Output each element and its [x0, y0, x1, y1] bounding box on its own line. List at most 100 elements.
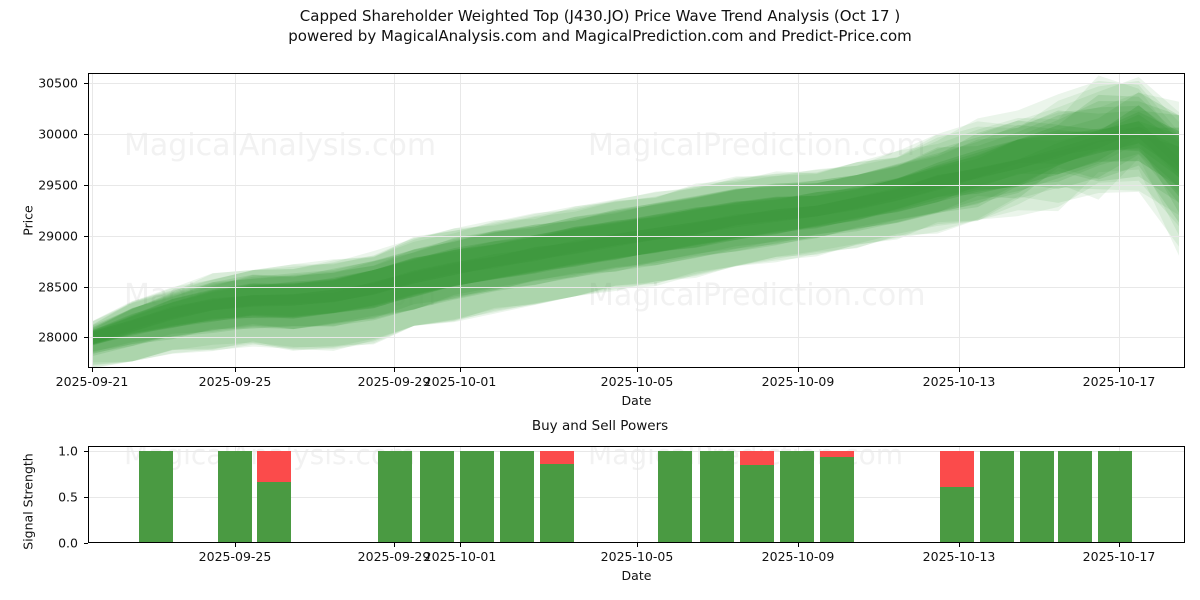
signal-bar[interactable]: [780, 446, 814, 543]
signal-bar[interactable]: [820, 446, 854, 543]
signal-bar[interactable]: [378, 446, 412, 543]
x-tick-label: 2025-10-01: [423, 549, 497, 564]
x-tick-mark: [637, 543, 638, 547]
price-wave-bands: [92, 75, 1179, 368]
buy-power-segment: [1020, 450, 1054, 543]
x-tick-label: 2025-10-17: [1082, 374, 1156, 389]
x-tick-mark: [959, 368, 960, 372]
signal-bar[interactable]: [460, 446, 494, 543]
x-tick-label: 2025-10-09: [761, 549, 835, 564]
x-tick-label: 2025-10-13: [922, 549, 996, 564]
signal-bar[interactable]: [740, 446, 774, 543]
signal-bar[interactable]: [139, 446, 173, 543]
wave-band-mid-3: [92, 105, 1179, 354]
y-tick-mark: [84, 543, 88, 544]
buy-power-segment: [218, 450, 252, 543]
sell-power-segment: [820, 450, 854, 458]
signal-bar[interactable]: [420, 446, 454, 543]
wave-trend-ribbon-1: [92, 121, 1179, 345]
powers-chart-xlabel: Date: [621, 568, 652, 583]
signal-bar[interactable]: [980, 446, 1014, 543]
wave-band-mid-0: [92, 92, 1179, 357]
x-tick-mark: [1119, 543, 1120, 547]
price-wave-panel: MagicalAnalysis.com MagicalPrediction.co…: [38, 73, 1185, 389]
sell-power-segment: [940, 450, 974, 487]
buy-sell-axes-frame: [88, 446, 1185, 543]
gridline-horizontal: [88, 83, 1185, 85]
gridline-vertical: [798, 73, 799, 368]
buy-power-segment: [1098, 450, 1132, 543]
signal-bar[interactable]: [940, 446, 974, 543]
y-tick-mark: [84, 235, 88, 237]
x-tick-mark: [460, 368, 461, 372]
x-tick-label: 2025-09-21: [55, 374, 129, 389]
signal-bar[interactable]: [218, 446, 252, 543]
y-tick-label: 0.0: [58, 535, 78, 551]
buy-power-segment: [658, 450, 692, 543]
y-tick-mark: [84, 450, 88, 452]
buy-power-segment: [940, 486, 974, 543]
buy-power-segment: [700, 450, 734, 543]
price-chart-xlabel: Date: [621, 393, 652, 408]
y-tick-label: 30500: [38, 75, 78, 91]
x-tick-label: 2025-10-13: [922, 374, 996, 389]
y-tick-mark: [84, 286, 88, 288]
buy-power-segment: [540, 464, 574, 543]
gridline-horizontal: [88, 496, 1185, 498]
x-tick-mark: [235, 368, 236, 372]
x-tick-mark: [394, 543, 395, 547]
buy-power-segment: [820, 457, 854, 543]
wave-band-outer-4: [92, 92, 1179, 363]
wave-trend-ribbon-2: [92, 126, 1179, 342]
page-title: Capped Shareholder Weighted Top (J430.JO…: [0, 6, 1200, 46]
chart-subtitle: powered by MagicalAnalysis.com and Magic…: [288, 27, 912, 45]
x-tick-mark: [394, 368, 395, 372]
sell-power-segment: [257, 450, 291, 483]
x-tick-mark: [798, 368, 799, 372]
buy-power-segment: [1058, 450, 1092, 543]
wave-band-outer-1: [92, 80, 1179, 365]
signal-bar[interactable]: [700, 446, 734, 543]
signal-bar[interactable]: [1020, 446, 1054, 543]
buy-power-segment: [500, 450, 534, 543]
x-tick-mark: [1119, 368, 1120, 372]
signal-bar[interactable]: [257, 446, 291, 543]
y-tick-label: 28500: [38, 279, 78, 295]
buy-power-segment: [139, 450, 173, 543]
gridline-vertical: [637, 73, 638, 368]
x-tick-mark: [235, 543, 236, 547]
sell-power-segment: [540, 450, 574, 465]
x-tick-mark: [460, 543, 461, 547]
powers-chart-title: Buy and Sell Powers: [531, 418, 669, 434]
wave-band-core-3: [92, 105, 1179, 345]
y-tick-mark: [84, 337, 88, 339]
buy-power-segment: [780, 450, 814, 543]
signal-bar[interactable]: [1058, 446, 1092, 543]
gridline-vertical: [394, 73, 395, 368]
wave-band-core-4: [92, 114, 1179, 344]
signal-bar[interactable]: [540, 446, 574, 543]
wave-band-outer-2: [92, 80, 1179, 368]
y-tick-label: 29500: [38, 177, 78, 193]
x-tick-label: 2025-10-01: [423, 374, 497, 389]
wave-band-outer-0: [92, 77, 1179, 368]
buy-power-segment: [420, 450, 454, 543]
x-tick-label: 2025-09-29: [357, 549, 431, 564]
buy-power-segment: [257, 482, 291, 543]
signal-bar[interactable]: [500, 446, 534, 543]
buy-power-segment: [460, 450, 494, 543]
signal-bar[interactable]: [658, 446, 692, 543]
y-tick-mark: [84, 184, 88, 186]
x-tick-label: 2025-09-29: [357, 374, 431, 389]
wave-band-core-2: [92, 121, 1179, 345]
gridline-vertical: [637, 446, 638, 543]
y-tick-label: 28000: [38, 329, 78, 345]
gridline-horizontal: [88, 450, 1185, 452]
wave-band-outer-3: [92, 75, 1179, 366]
y-tick-label: 1.0: [58, 443, 78, 459]
chart-title: Capped Shareholder Weighted Top (J430.JO…: [299, 7, 901, 25]
y-tick-label: 29000: [38, 228, 78, 244]
gridline-horizontal: [88, 235, 1185, 237]
y-tick-label: 30000: [38, 126, 78, 142]
signal-bar[interactable]: [1098, 446, 1132, 543]
